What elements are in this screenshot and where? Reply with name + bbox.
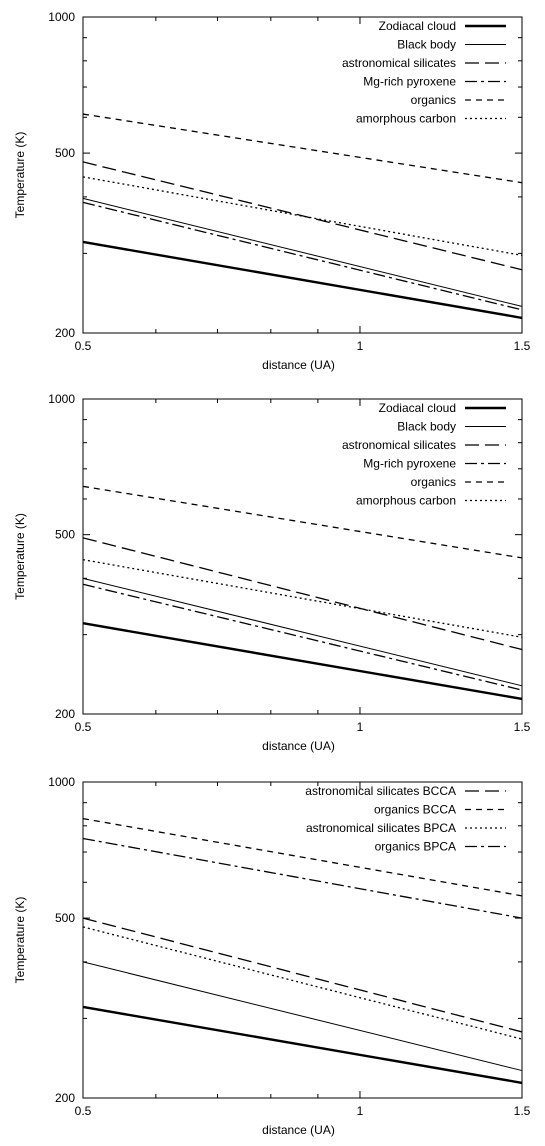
y-tick-label: 1000	[48, 392, 75, 406]
y-tick-label: 1000	[48, 10, 75, 24]
series-line-zodiacal-cloud	[82, 240, 523, 320]
series-line-organics-bcca	[82, 817, 523, 897]
legend-label: Mg-rich pyroxene	[363, 75, 456, 89]
x-tick-label: 0.5	[75, 720, 92, 734]
x-axis-label: distance (UA)	[262, 358, 335, 372]
y-tick-label: 200	[55, 1091, 75, 1105]
x-tick-label: 1.5	[514, 720, 531, 734]
y-axis-label: Temperature (K)	[13, 132, 27, 219]
series-line-mg-rich-pyroxene	[82, 201, 523, 311]
legend-label: Mg-rich pyroxene	[363, 457, 456, 471]
series-line-black-body	[82, 197, 523, 307]
legend-label: amorphous carbon	[356, 494, 456, 508]
series-line-astronomical-silicates	[82, 537, 523, 651]
legend-label: organics BCCA	[374, 803, 456, 817]
legend-label: amorphous carbon	[356, 112, 456, 126]
chart-panel-1: 200 500 1000 0.5 1 1.5 distance (UA) Temperatur…	[13, 10, 531, 372]
y-tick-label: 500	[55, 911, 75, 925]
legend-label: organics	[411, 475, 456, 489]
plot-frame	[82, 398, 523, 715]
y-tick-label: 1000	[48, 775, 75, 789]
plot-frame	[82, 781, 523, 1099]
series-line-astronomical-silicates-bcca	[82, 917, 523, 1033]
chart-panel-2: 200 500 1000 0.5 1 1.5 distance (UA) Temperatur…	[13, 392, 531, 753]
y-tick-label: 200	[55, 707, 75, 721]
series-line-mg-rich-pyroxene	[82, 583, 523, 691]
series-line-astronomical-silicates	[82, 161, 523, 271]
series-line-unlabeled-2	[82, 1005, 523, 1085]
legend-label: astronomical silicates BPCA	[306, 821, 456, 835]
y-tick-label: 500	[55, 528, 75, 542]
x-axis-label: distance (UA)	[262, 1123, 335, 1137]
legend-label: astronomical silicates	[342, 438, 456, 452]
y-axis-label: Temperature (K)	[13, 513, 27, 600]
x-tick-label: 0.5	[75, 1104, 92, 1118]
x-tick-label: 1	[357, 339, 364, 353]
y-tick-label: 500	[55, 146, 75, 160]
x-tick-label: 1.5	[514, 1104, 531, 1118]
legend-label: Zodiacal cloud	[379, 19, 456, 33]
legend-label: Black body	[397, 38, 456, 52]
series-line-black-body	[82, 577, 523, 687]
series-line-organics	[82, 113, 523, 184]
legend-label: astronomical silicates BCCA	[305, 784, 456, 798]
x-tick-label: 1.5	[514, 339, 531, 353]
y-axis-label: Temperature (K)	[13, 897, 27, 984]
series-line-amorphous-carbon	[82, 559, 523, 638]
x-tick-label: 1	[357, 1104, 364, 1118]
series-line-astronomical-silicates-bpca	[82, 926, 523, 1040]
legend-label: organics BPCA	[375, 840, 456, 854]
series-line-organics-bpca	[82, 837, 523, 919]
legend-label: Black body	[397, 420, 456, 434]
x-axis-label: distance (UA)	[262, 739, 335, 753]
legend-label: Zodiacal cloud	[379, 401, 456, 415]
plot-frame	[82, 16, 523, 334]
x-tick-label: 0.5	[75, 339, 92, 353]
y-tick-label: 200	[55, 326, 75, 340]
x-tick-label: 1	[357, 720, 364, 734]
legend-label: astronomical silicates	[342, 56, 456, 70]
series-line-unlabeled-1	[82, 961, 523, 1072]
series-line-organics	[82, 485, 523, 559]
chart-panel-3: 200 500 1000 0.5 1 1.5 distance (UA) Temperatur…	[13, 775, 531, 1137]
legend-label: organics	[411, 93, 456, 107]
series-line-amorphous-carbon	[82, 176, 523, 256]
series-line-zodiacal-cloud	[82, 622, 523, 701]
